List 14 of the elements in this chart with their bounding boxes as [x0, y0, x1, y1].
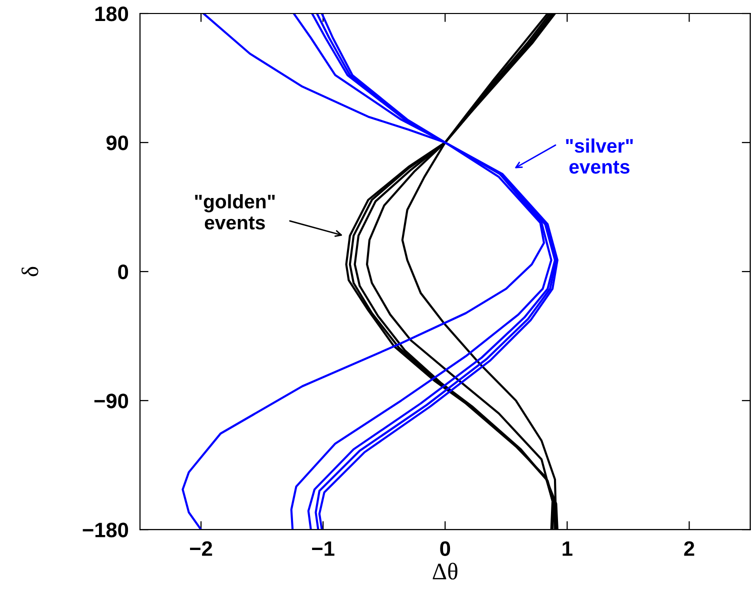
y-axis-title: δ — [22, 266, 38, 276]
x-axis-title: Δθ — [432, 562, 458, 580]
y-tick-label: 0 — [118, 264, 128, 280]
annotation: "golden" events — [195, 194, 275, 230]
y-tick-label: −180 — [82, 522, 128, 538]
annotation: "silver" events — [566, 138, 633, 174]
x-tick-label: −2 — [190, 541, 212, 556]
y-tick-label: 90 — [106, 136, 128, 150]
x-tick-label: 1 — [562, 541, 572, 556]
x-tick-label: −1 — [312, 541, 334, 556]
x-tick-label: 0 — [440, 541, 450, 556]
y-tick-label: −90 — [94, 394, 128, 408]
y-tick-label: 180 — [95, 6, 128, 22]
x-tick-label: 2 — [684, 541, 694, 556]
